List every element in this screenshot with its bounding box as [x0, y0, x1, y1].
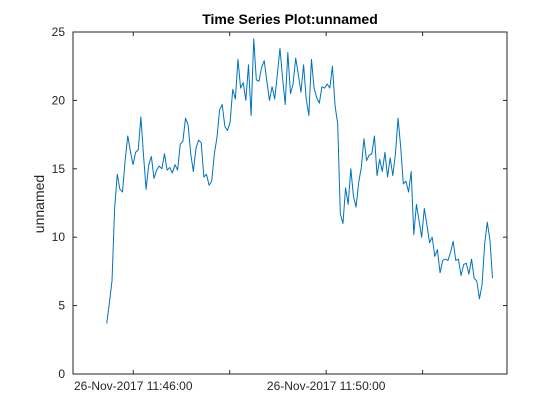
y-tick-label: 10	[52, 230, 66, 244]
y-axis-ticks: 0 5 10 15 20 25	[52, 25, 507, 381]
plot-series	[106, 38, 494, 324]
plot-frame	[72, 31, 508, 375]
y-axis-label: unnamed	[31, 175, 47, 233]
x-tick-label: 26-Nov-2017 11:50:00	[267, 379, 386, 393]
chart-title: Time Series Plot:unnamed	[202, 11, 378, 27]
x-axis-ticks: 26-Nov-2017 11:46:00 26-Nov-2017 11:50:00	[74, 32, 424, 393]
y-tick-label: 25	[52, 25, 66, 39]
series-line	[106, 38, 494, 324]
y-tick-label: 5	[58, 299, 65, 313]
y-tick-label: 15	[52, 162, 66, 176]
y-tick-label: 0	[58, 367, 65, 381]
y-tick-label: 20	[52, 93, 66, 107]
x-tick-label: 26-Nov-2017 11:46:00	[74, 379, 193, 393]
